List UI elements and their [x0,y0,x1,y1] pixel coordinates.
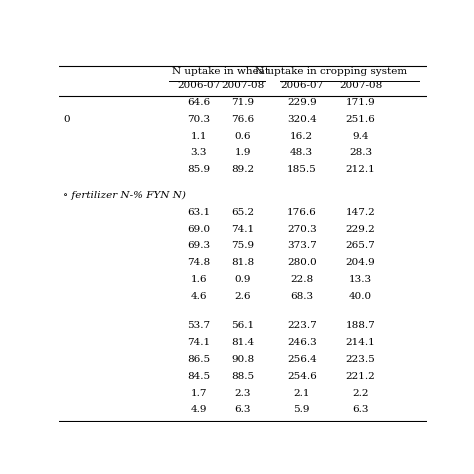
Text: 2007-08: 2007-08 [221,81,264,90]
Text: 1.1: 1.1 [191,132,207,141]
Text: 1.7: 1.7 [191,389,207,398]
Text: 185.5: 185.5 [287,165,317,174]
Text: 1.9: 1.9 [235,148,251,157]
Text: 74.1: 74.1 [231,225,255,234]
Text: 16.2: 16.2 [290,132,313,141]
Text: N uptake in cropping system: N uptake in cropping system [255,67,407,76]
Text: 75.9: 75.9 [231,241,255,250]
Text: 2.3: 2.3 [235,389,251,398]
Text: 56.1: 56.1 [231,321,255,330]
Text: 9.4: 9.4 [352,132,369,141]
Text: 6.3: 6.3 [352,405,369,414]
Text: 223.5: 223.5 [346,355,375,364]
Text: 85.9: 85.9 [187,165,210,174]
Text: 229.9: 229.9 [287,98,317,107]
Text: 4.6: 4.6 [191,292,207,301]
Text: 251.6: 251.6 [346,115,375,124]
Text: 0: 0 [63,115,70,124]
Text: 70.3: 70.3 [187,115,210,124]
Text: 254.6: 254.6 [287,372,317,381]
Text: 13.3: 13.3 [349,275,372,284]
Text: 0.6: 0.6 [235,132,251,141]
Text: 84.5: 84.5 [187,372,210,381]
Text: 74.1: 74.1 [187,338,210,347]
Text: 90.8: 90.8 [231,355,255,364]
Text: 246.3: 246.3 [287,338,317,347]
Text: 176.6: 176.6 [287,208,317,217]
Text: 373.7: 373.7 [287,241,317,250]
Text: 6.3: 6.3 [235,405,251,414]
Text: 71.9: 71.9 [231,98,255,107]
Text: 270.3: 270.3 [287,225,317,234]
Text: 2006-07: 2006-07 [177,81,220,90]
Text: 4.9: 4.9 [191,405,207,414]
Text: 88.5: 88.5 [231,372,255,381]
Text: 256.4: 256.4 [287,355,317,364]
Text: 28.3: 28.3 [349,148,372,157]
Text: 280.0: 280.0 [287,258,317,267]
Text: ∘ fertilizer N-% FYN N): ∘ fertilizer N-% FYN N) [63,191,186,200]
Text: 63.1: 63.1 [187,208,210,217]
Text: 74.8: 74.8 [187,258,210,267]
Text: 2.6: 2.6 [235,292,251,301]
Text: 53.7: 53.7 [187,321,210,330]
Text: 171.9: 171.9 [346,98,375,107]
Text: 1.6: 1.6 [191,275,207,284]
Text: 204.9: 204.9 [346,258,375,267]
Text: 265.7: 265.7 [346,241,375,250]
Text: 69.3: 69.3 [187,241,210,250]
Text: 76.6: 76.6 [231,115,255,124]
Text: 86.5: 86.5 [187,355,210,364]
Text: 2006-07: 2006-07 [280,81,323,90]
Text: 212.1: 212.1 [346,165,375,174]
Text: 22.8: 22.8 [290,275,313,284]
Text: 3.3: 3.3 [191,148,207,157]
Text: 2007-08: 2007-08 [339,81,382,90]
Text: 81.4: 81.4 [231,338,255,347]
Text: 69.0: 69.0 [187,225,210,234]
Text: N uptake in wheat: N uptake in wheat [173,67,269,76]
Text: 221.2: 221.2 [346,372,375,381]
Text: 188.7: 188.7 [346,321,375,330]
Text: 40.0: 40.0 [349,292,372,301]
Text: 2.1: 2.1 [293,389,310,398]
Text: 5.9: 5.9 [293,405,310,414]
Text: 65.2: 65.2 [231,208,255,217]
Text: 64.6: 64.6 [187,98,210,107]
Text: 320.4: 320.4 [287,115,317,124]
Text: 81.8: 81.8 [231,258,255,267]
Text: 48.3: 48.3 [290,148,313,157]
Text: 0.9: 0.9 [235,275,251,284]
Text: 68.3: 68.3 [290,292,313,301]
Text: 89.2: 89.2 [231,165,255,174]
Text: 229.2: 229.2 [346,225,375,234]
Text: 2.2: 2.2 [352,389,369,398]
Text: 223.7: 223.7 [287,321,317,330]
Text: 214.1: 214.1 [346,338,375,347]
Text: 147.2: 147.2 [346,208,375,217]
